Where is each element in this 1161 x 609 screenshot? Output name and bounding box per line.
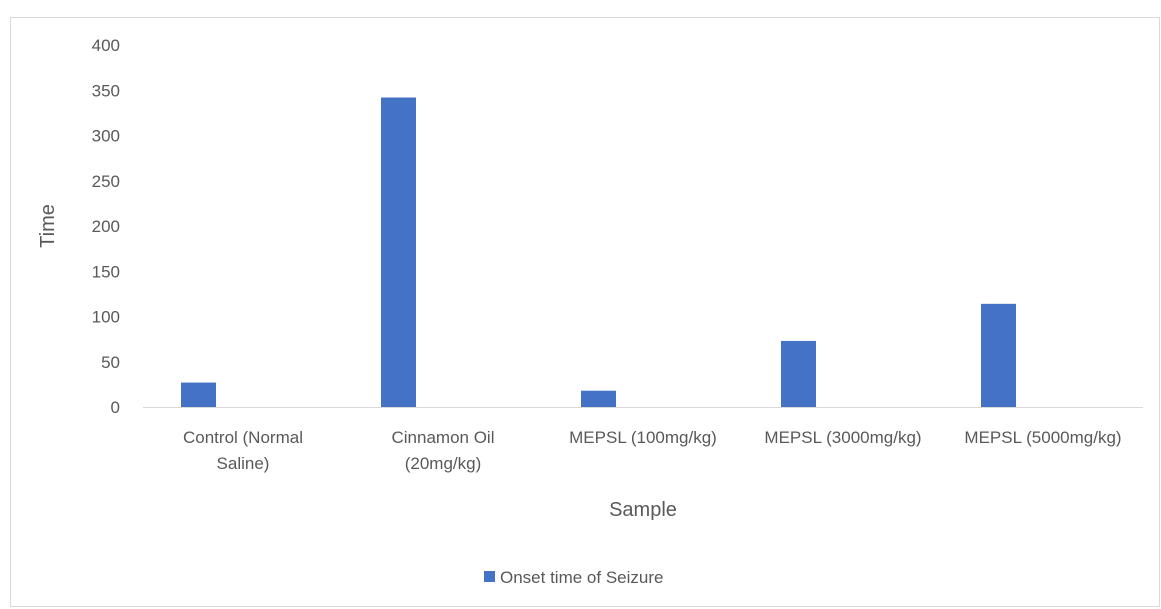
x-tick-label: MEPSL (5000mg/kg): [964, 428, 1121, 447]
x-axis-ticks: Control (Normal Saline) Cinnamon Oil (20mg/…: [183, 428, 1122, 473]
y-tick-label: 100: [92, 308, 120, 327]
bar: [981, 303, 1016, 407]
y-tick-label: 400: [92, 36, 120, 55]
y-tick-label: 150: [92, 262, 120, 281]
chart-frame: [10, 17, 1160, 607]
legend: Onset time of Seizure: [484, 568, 663, 587]
x-tick-label: MEPSL (3000mg/kg): [764, 428, 921, 447]
x-tick-label: Cinnamon Oil (20mg/kg): [392, 428, 495, 473]
y-tick-label: 50: [101, 353, 120, 372]
x-tick-label-line: MEPSL (5000mg/kg): [964, 428, 1121, 447]
bar: [381, 97, 416, 408]
bar: [581, 390, 616, 407]
y-axis-title: Time: [37, 204, 59, 248]
x-tick-label-line: (20mg/kg): [405, 454, 482, 473]
x-tick-label: MEPSL (100mg/kg): [569, 428, 717, 447]
y-tick-label: 300: [92, 127, 120, 146]
x-axis-title: Sample: [609, 499, 677, 521]
bar: [781, 340, 816, 407]
legend-swatch: [484, 571, 495, 582]
bar: [181, 382, 216, 407]
x-tick-label-line: Control (Normal: [183, 428, 303, 447]
legend-label: Onset time of Seizure: [500, 568, 663, 587]
y-axis-ticks: 0 50 100 150 200 250 300 350 400: [92, 36, 120, 417]
x-tick-label-line: Saline): [217, 454, 270, 473]
y-tick-label: 250: [92, 172, 120, 191]
x-tick-label-line: Cinnamon Oil: [392, 428, 495, 447]
y-tick-label: 200: [92, 217, 120, 236]
x-tick-label-line: MEPSL (100mg/kg): [569, 428, 717, 447]
x-tick-label: Control (Normal Saline): [183, 428, 303, 473]
y-tick-label: 350: [92, 81, 120, 100]
x-tick-label-line: MEPSL (3000mg/kg): [764, 428, 921, 447]
bars: [181, 97, 1016, 408]
y-tick-label: 0: [111, 398, 120, 417]
